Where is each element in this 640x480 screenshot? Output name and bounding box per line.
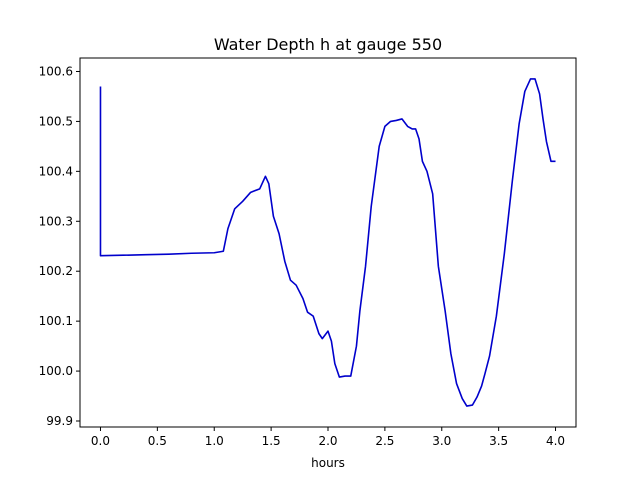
x-tick-label: 1.0 xyxy=(205,434,224,448)
x-tick-label: 0.5 xyxy=(148,434,167,448)
y-tick-label: 100.3 xyxy=(39,214,73,228)
y-axis: 99.9 100.0 100.1 100.2 100.3 100.4 100.5 100.6 xyxy=(39,64,80,428)
x-tick-label: 1.5 xyxy=(262,434,281,448)
x-tick-label: 2.5 xyxy=(375,434,394,448)
y-tick-label: 100.6 xyxy=(39,64,73,78)
x-tick-label: 3.0 xyxy=(432,434,451,448)
y-tick-label: 99.9 xyxy=(46,414,73,428)
y-tick-label: 100.1 xyxy=(39,314,73,328)
series-layer xyxy=(99,78,556,407)
y-tick-label: 100.2 xyxy=(39,264,73,278)
x-tick-label: 0.0 xyxy=(91,434,110,448)
y-tick-label: 100.4 xyxy=(39,164,73,178)
x-tick-label: 4.0 xyxy=(546,434,565,448)
x-tick-label: 3.5 xyxy=(489,434,508,448)
x-axis-label: hours xyxy=(311,456,345,470)
chart-title: Water Depth h at gauge 550 xyxy=(214,35,442,54)
plot-frame xyxy=(79,57,577,428)
x-axis: 0.0 0.5 1.0 1.5 2.0 2.5 3.0 3.5 4.0 xyxy=(91,427,565,448)
x-tick-label: 2.0 xyxy=(318,434,337,448)
y-tick-label: 100.5 xyxy=(39,114,73,128)
series-line-0 xyxy=(99,78,556,407)
y-tick-label: 100.0 xyxy=(39,364,73,378)
